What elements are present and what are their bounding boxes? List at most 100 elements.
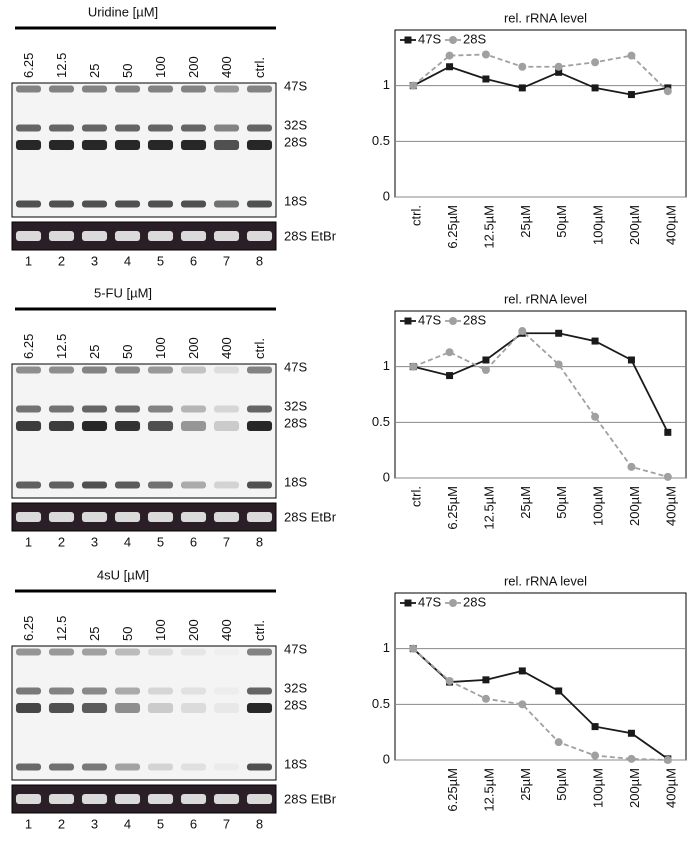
point [627, 51, 636, 60]
rna-band [213, 124, 240, 132]
point [555, 68, 563, 76]
x-tick-label: 100µM [591, 768, 606, 808]
point [591, 84, 599, 92]
point [446, 372, 454, 380]
lane-label: 400 [219, 337, 234, 359]
y-tick-label: 0.5 [372, 696, 390, 711]
etbr-band [114, 794, 141, 804]
point [482, 676, 490, 684]
lane-label: 50 [120, 627, 135, 641]
legend-label: 28S [463, 31, 486, 46]
x-tick-label: 6.25µM [445, 486, 460, 530]
chart-title: rel. rRNA level [504, 291, 587, 306]
lane-number: 8 [256, 816, 263, 831]
rna-band [81, 124, 108, 132]
band-label: 32S [284, 680, 307, 695]
rna-band [147, 366, 174, 374]
rna-band [48, 85, 75, 93]
point [663, 756, 672, 764]
x-tick-label: 25µM [518, 486, 533, 519]
rna-band [213, 140, 240, 150]
lane-label: 100 [153, 619, 168, 641]
rna-band [48, 763, 75, 771]
legend-marker [404, 599, 412, 607]
rna-band [15, 366, 42, 374]
lane-label: 100 [153, 337, 168, 359]
band-label: 18S [284, 474, 307, 489]
point [627, 462, 636, 471]
rna-band [114, 85, 141, 93]
rna-band [213, 763, 240, 771]
rna-band [246, 703, 273, 713]
band-label: 32S [284, 117, 307, 132]
legend-marker [449, 36, 457, 44]
etbr-band [114, 512, 141, 522]
x-tick-label: 50µM [554, 205, 569, 238]
plot-frame [394, 592, 687, 761]
rna-band [15, 124, 42, 132]
rna-band [48, 405, 75, 413]
rna-band [114, 421, 141, 431]
rna-band [180, 481, 207, 489]
rna-band [147, 421, 174, 431]
point [591, 412, 600, 421]
rna-band [81, 687, 108, 695]
legend-label: 47S [418, 31, 441, 46]
rna-band [246, 85, 273, 93]
etbr-band [180, 794, 207, 804]
point [554, 62, 563, 71]
legend-label: 47S [418, 594, 441, 609]
rna-band [48, 481, 75, 489]
point [481, 366, 490, 375]
rna-band [180, 140, 207, 150]
rna-band [48, 648, 75, 656]
chart-title: rel. rRNA level [504, 573, 587, 588]
point [627, 91, 635, 99]
chart-title: rel. rRNA level [504, 10, 587, 25]
gel-title: 5-FU [µM] [94, 285, 152, 300]
point [591, 751, 600, 760]
lane-number: 2 [58, 253, 65, 268]
rna-band [246, 366, 273, 374]
x-tick-label: 6.25µM [445, 205, 460, 249]
lane-number: 5 [157, 534, 164, 549]
rna-band [15, 200, 42, 208]
lane-label: 200 [186, 56, 201, 78]
rna-band [147, 687, 174, 695]
band-label: 28S [284, 134, 307, 149]
y-tick-label: 1 [383, 77, 390, 92]
lane-number: 2 [58, 534, 65, 549]
loading-label: 28S EtBr [284, 228, 337, 243]
rna-band [213, 421, 240, 431]
lane-label: 25 [87, 64, 102, 78]
lane-label: 400 [219, 619, 234, 641]
lane-number: 6 [190, 816, 197, 831]
point [446, 63, 454, 71]
rna-band [213, 481, 240, 489]
rna-band [48, 200, 75, 208]
etbr-band [246, 231, 273, 241]
etbr-band [147, 231, 174, 241]
rna-band [213, 405, 240, 413]
rna-band [81, 481, 108, 489]
lane-label: ctrl. [252, 57, 267, 78]
point [518, 84, 526, 92]
series-line [412, 329, 669, 478]
y-tick-label: 0.5 [372, 414, 390, 429]
plot-frame [394, 310, 687, 479]
etbr-band [180, 512, 207, 522]
gel-title: 4sU [µM] [97, 567, 149, 582]
rna-band [147, 140, 174, 150]
rna-band [114, 763, 141, 771]
point [627, 754, 636, 763]
rna-band [147, 648, 174, 656]
rna-band [114, 200, 141, 208]
rna-band [81, 140, 108, 150]
band-label: 28S [284, 415, 307, 430]
lane-label: 6.25 [21, 334, 36, 359]
lane-number: 6 [190, 253, 197, 268]
lane-number: 3 [91, 816, 98, 831]
rna-band [147, 200, 174, 208]
rna-band [114, 366, 141, 374]
rna-band [213, 366, 240, 374]
